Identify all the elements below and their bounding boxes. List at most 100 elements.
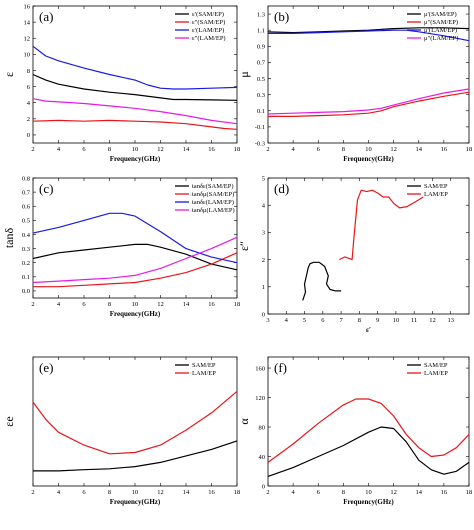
y-tick-label: 4	[262, 203, 266, 210]
legend-label: ε″(LAM/EP)	[192, 35, 226, 42]
y-tick-label: 0.0	[22, 288, 30, 295]
x-tick-label: 2	[31, 146, 34, 153]
x-tick-label: 7	[339, 317, 343, 324]
x-tick-label: 18	[234, 489, 241, 496]
x-axis-label: Frequency(GHz)	[343, 498, 394, 506]
panel-label: (e)	[39, 360, 53, 375]
series-line-3	[32, 45, 238, 90]
y-tick-label: 0.7	[257, 60, 266, 67]
y-tick-label: 0	[262, 483, 265, 490]
x-tick-label: 2	[31, 489, 34, 496]
y-axis-label: ε	[2, 72, 16, 77]
x-tick-label: 12	[390, 146, 397, 153]
series-line-3	[32, 212, 238, 264]
y-axis-label: α	[237, 418, 251, 425]
legend-label: μ′(SAM/EP)	[424, 11, 457, 18]
y-tick-label: 40	[259, 454, 266, 461]
series-line-1	[32, 73, 238, 101]
legend-label: LAM/EP	[424, 370, 448, 377]
x-tick-label: 8	[108, 301, 111, 308]
x-tick-label: 10	[365, 146, 372, 153]
y-tick-label: 0.2	[22, 260, 30, 267]
legend-label: tanδμ(SAM/EP)	[192, 191, 234, 198]
x-tick-label: 4	[292, 146, 296, 153]
x-tick-label: 8	[358, 317, 361, 324]
legend-label: ε′(LAM/EP)	[192, 27, 224, 34]
x-tick-label: 4	[285, 317, 289, 324]
y-tick-label: 0.8	[22, 175, 30, 182]
panel-5: 2 4 6 8 10 12 14 16 18 (e) Frequency(GHz) εe SAM/EPL…	[2, 356, 241, 506]
x-tick-label: 18	[234, 146, 241, 153]
y-tick-label: 0.1	[257, 108, 265, 115]
y-tick-label: 12	[24, 36, 31, 43]
x-tick-label: 6	[321, 317, 325, 324]
panel-label: (d)	[274, 181, 289, 196]
x-tick-label: 2	[31, 301, 34, 308]
x-tick-label: 11	[411, 317, 417, 324]
x-tick-label: 4	[292, 489, 296, 496]
legend-label: ε′(SAM/EP)	[192, 11, 224, 18]
y-axis-label: tanδ	[2, 228, 16, 249]
y-tick-label: 1	[262, 284, 265, 291]
x-tick-label: 10	[132, 489, 139, 496]
x-tick-label: 18	[466, 146, 473, 153]
series-line-2	[32, 119, 238, 130]
y-tick-label: 0.7	[22, 189, 31, 196]
series-line-2	[33, 252, 238, 288]
series-line-1	[302, 261, 342, 301]
x-tick-label: 8	[342, 489, 345, 496]
y-tick-label: 5	[262, 175, 265, 182]
y-tick-label: 0.6	[22, 204, 31, 211]
x-tick-label: 16	[208, 489, 215, 496]
legend-label: μ″(LAM/EP)	[424, 35, 458, 42]
x-tick-label: 13	[447, 317, 454, 324]
x-tick-label: 4	[57, 489, 61, 496]
x-axis-label: Frequency(GHz)	[110, 498, 161, 506]
panel-1: 2 4 6 8 10 12 14 16 180246810121416(a)Frequency(…	[2, 3, 240, 163]
x-tick-label: 6	[82, 301, 86, 308]
y-tick-label: 1.1	[257, 27, 265, 34]
x-tick-label: 16	[208, 301, 215, 308]
x-tick-label: 12	[157, 146, 164, 153]
y-axis-label: εe	[2, 416, 16, 426]
x-tick-label: 8	[108, 489, 111, 496]
y-tick-label: 0.4	[22, 232, 31, 239]
legend-label: SAM/EP	[424, 183, 448, 190]
legend-label: SAM/EP	[192, 362, 216, 369]
legend-label: μ″(SAM/EP)	[424, 19, 458, 26]
y-tick-label: 14	[24, 19, 31, 26]
panel-label: (f)	[274, 360, 287, 375]
legend-label: μ′(LAM/EP)	[424, 27, 457, 34]
panel-label: (c)	[39, 181, 53, 196]
y-tick-label: 16	[24, 3, 31, 10]
series-line-4	[267, 88, 470, 115]
x-tick-label: 14	[183, 301, 190, 308]
series-line-1	[33, 440, 238, 472]
series-line-4	[32, 98, 238, 125]
legend-label: tanδμ(LAM/EP)	[192, 207, 235, 214]
x-tick-label: 14	[416, 489, 423, 496]
legend-label: LAM/EP	[192, 370, 216, 377]
panel-3: 2 4 6 8 10 12 14 16 18 0.0 0.1 0.2 0.3 0.4 0.5 0.6 0.7 0.…	[2, 175, 240, 318]
panel-label: (a)	[39, 9, 53, 24]
y-tick-label: -0.1	[255, 124, 265, 131]
x-tick-label: 3	[266, 317, 269, 324]
x-tick-label: 10	[132, 146, 139, 153]
x-tick-label: 6	[82, 489, 86, 496]
x-tick-label: 6	[317, 489, 321, 496]
x-tick-label: 2	[266, 489, 269, 496]
x-tick-label: 9	[376, 317, 379, 324]
x-tick-label: 12	[429, 317, 436, 324]
panel-label: (b)	[274, 9, 289, 24]
series-line-2	[32, 390, 238, 455]
x-tick-label: 12	[157, 301, 164, 308]
y-axis-label: ε″	[237, 241, 251, 251]
x-tick-label: 16	[441, 489, 448, 496]
y-tick-label: 8	[27, 68, 30, 75]
x-tick-label: 12	[157, 489, 164, 496]
y-tick-label: 10	[24, 52, 31, 59]
y-tick-label: 0.3	[22, 246, 30, 253]
legend-label: tanδε(SAM/EP)	[192, 183, 234, 190]
x-tick-label: 10	[393, 317, 400, 324]
y-tick-label: 80	[259, 424, 266, 431]
